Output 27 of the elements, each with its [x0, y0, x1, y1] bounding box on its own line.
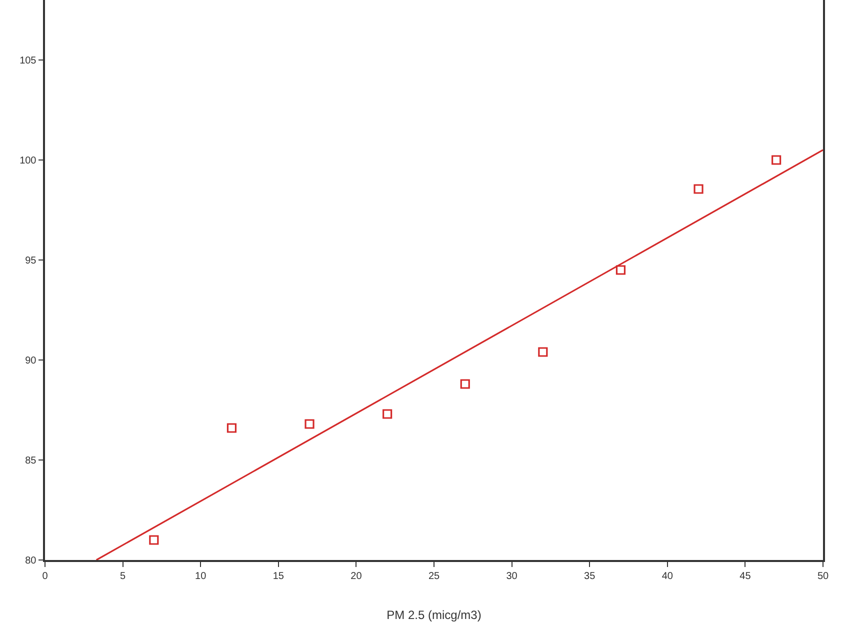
point: [382, 409, 392, 419]
point: [538, 347, 548, 357]
x-tick-label: 15: [272, 570, 284, 582]
x-axis-title: PM 2.5 (micg/m3): [386, 608, 482, 622]
x-tick-label: 25: [428, 570, 440, 582]
y-tick-label: 90: [25, 356, 37, 366]
x-tick-label: 5: [120, 570, 126, 582]
x-tick-label: 35: [584, 570, 596, 582]
point: [304, 419, 314, 429]
x-tick-label: 50: [817, 570, 829, 582]
x-tick-label: 45: [740, 570, 752, 582]
point: [772, 155, 782, 165]
point: [694, 184, 704, 194]
x-tick-label: 40: [662, 570, 674, 582]
y-tick-label: 105: [20, 56, 37, 66]
point: [616, 265, 626, 275]
x-tick-label: 30: [506, 570, 518, 582]
y-tick-label: 95: [25, 256, 37, 266]
y-tick-label: 80: [25, 556, 37, 566]
point: [460, 379, 470, 389]
x-tick-label: 20: [350, 570, 362, 582]
x-tick-label: 0: [42, 570, 48, 582]
x-tick-label: 10: [195, 570, 207, 582]
point: [149, 535, 159, 545]
point: [226, 423, 237, 433]
y-tick-label: 85: [25, 456, 37, 466]
y-tick-label: 100: [20, 156, 37, 166]
